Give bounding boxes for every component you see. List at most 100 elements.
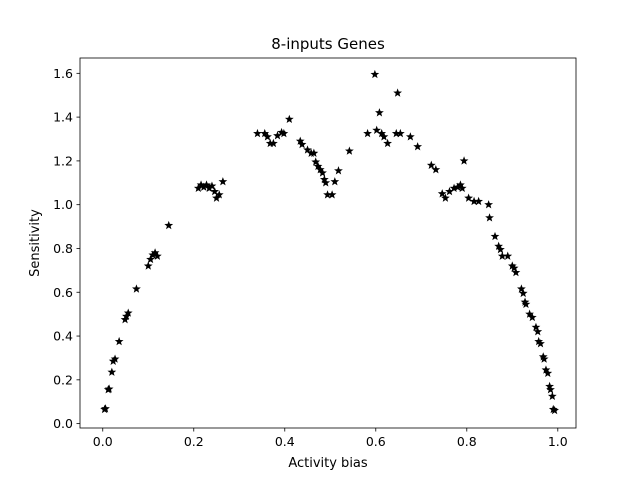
data-point [265, 138, 275, 148]
y-tick-label: 0.8 [53, 241, 73, 256]
data-point [148, 250, 158, 259]
data-point [520, 297, 530, 306]
data-point [441, 193, 450, 202]
data-point [536, 339, 545, 348]
data-point [543, 368, 553, 377]
data-point [207, 181, 217, 190]
data-point [405, 132, 415, 141]
y-tick-label: 1.0 [53, 197, 73, 212]
data-point [531, 322, 541, 332]
data-point [550, 405, 559, 415]
data-point [449, 183, 459, 192]
data-point [345, 146, 354, 155]
data-point [546, 385, 555, 394]
data-point [210, 186, 220, 196]
y-tick-label: 1.2 [53, 153, 73, 168]
data-point [212, 193, 221, 202]
data-point [511, 267, 521, 277]
x-tick-label: 0.8 [457, 434, 477, 449]
x-axis-ticks: 0.0 0.2 0.4 0.6 0.8 1.0 [93, 428, 568, 449]
data-point [469, 196, 479, 206]
y-tick-label: 0.6 [53, 285, 73, 300]
data-point [253, 128, 262, 138]
data-point [453, 182, 463, 191]
data-point [474, 196, 483, 206]
data-point [534, 336, 544, 346]
data-point [279, 128, 289, 138]
data-point [277, 127, 286, 137]
data-point [375, 108, 384, 117]
data-point [214, 190, 224, 199]
data-point [303, 145, 312, 154]
data-point [539, 354, 549, 363]
y-tick-label: 0.2 [53, 372, 73, 387]
data-point [319, 174, 329, 184]
data-point [330, 177, 340, 186]
data-point [521, 299, 531, 309]
data-point [509, 263, 519, 272]
data-point [101, 404, 110, 413]
data-point [273, 131, 282, 140]
data-point [377, 128, 387, 138]
data-point [517, 284, 526, 293]
data-point [518, 288, 528, 298]
x-tick-label: 0.4 [275, 434, 295, 449]
x-tick-label: 1.0 [548, 434, 568, 449]
y-tick-label: 1.4 [53, 110, 73, 125]
data-point [150, 248, 160, 257]
data-point [533, 327, 543, 336]
data-point [527, 312, 537, 322]
data-point [143, 261, 153, 270]
y-tick-label: 1.6 [53, 66, 73, 81]
data-point [260, 128, 270, 138]
data-point [218, 177, 228, 186]
data-point [456, 180, 465, 189]
data-point [459, 156, 469, 165]
data-point [269, 138, 278, 148]
data-point [383, 138, 392, 148]
data-point [114, 336, 124, 346]
data-point [146, 254, 155, 264]
data-point [334, 166, 343, 175]
data-point [379, 132, 389, 141]
data-point [318, 168, 327, 177]
data-point [152, 251, 162, 260]
data-point [323, 190, 332, 199]
data-point [196, 180, 206, 189]
data-point [372, 125, 382, 134]
data-point [313, 161, 323, 171]
data-point [426, 160, 436, 169]
data-point [503, 251, 513, 260]
data-point [413, 142, 423, 151]
data-point [525, 309, 534, 318]
data-point [315, 165, 325, 174]
data-point [104, 384, 114, 393]
data-point [494, 241, 504, 251]
data-point [107, 367, 117, 376]
data-point [123, 308, 133, 317]
data-point [541, 365, 551, 374]
data-point [538, 352, 548, 361]
data-point [363, 128, 372, 138]
data-point [437, 189, 447, 198]
data-point [327, 190, 337, 199]
data-points [100, 69, 559, 415]
data-point [120, 315, 130, 324]
x-tick-label: 0.0 [93, 434, 113, 449]
data-point [297, 139, 307, 149]
data-point [490, 231, 500, 241]
data-point [199, 182, 209, 191]
data-point [110, 354, 120, 363]
data-point [485, 213, 494, 222]
y-tick-label: 0.4 [53, 329, 73, 344]
data-point [204, 183, 214, 192]
data-point [545, 381, 554, 391]
data-point [484, 200, 494, 209]
data-point [263, 132, 272, 141]
data-point [547, 391, 557, 400]
data-point [497, 251, 507, 260]
plot-frame [79, 57, 577, 429]
data-point [295, 136, 305, 145]
